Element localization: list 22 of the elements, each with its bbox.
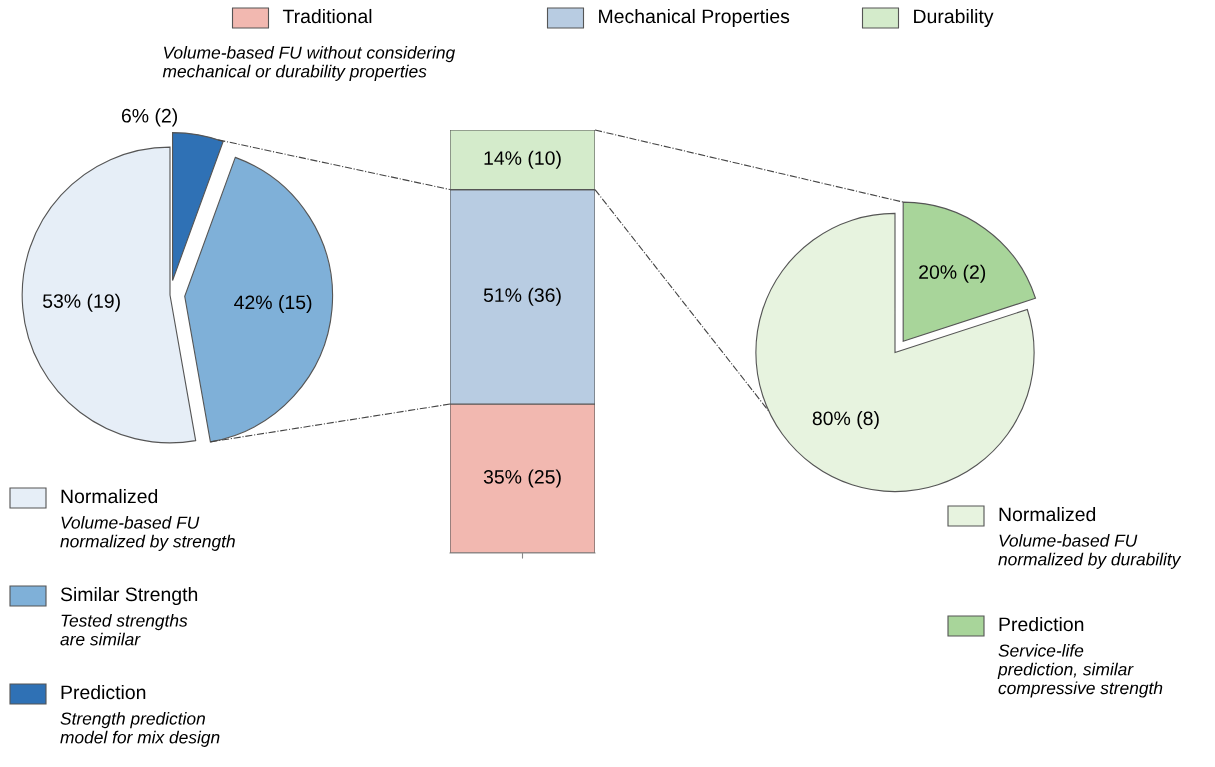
text: Tested strengths are similar xyxy=(60,614,188,646)
data-label: 80% (8) xyxy=(812,410,879,430)
data-label: 35% (25) xyxy=(483,469,561,488)
data-label: 42% (15) xyxy=(234,294,312,314)
data-label: 51% (36) xyxy=(483,287,561,306)
data-label: 6% (2) xyxy=(121,108,178,127)
data-label: 53% (19) xyxy=(42,293,120,312)
legend-label: Traditional xyxy=(282,8,372,24)
data-label: 20% (2) xyxy=(919,264,986,283)
legend-label: Similar Strength xyxy=(60,586,198,606)
text: Strength prediction model for mix design xyxy=(60,712,220,747)
text: Volume-based FU normalized by durability xyxy=(998,534,1182,569)
data-label: 14% (10) xyxy=(484,150,561,169)
legend-label: Prediction xyxy=(61,684,146,700)
text: Service-life prediction, similar compressive strength xyxy=(997,644,1163,698)
text: Volume-based FU normalized by strength xyxy=(60,516,235,551)
legend-label: Prediction xyxy=(999,616,1084,632)
legend-label: Normalized xyxy=(61,488,158,504)
legend-label: Mechanical Properties xyxy=(599,8,790,28)
legend-label: Normalized xyxy=(999,506,1096,522)
text: Volume-based FU without considering mechanical or durability properties xyxy=(162,46,456,81)
legend-label: Durability xyxy=(914,8,994,28)
